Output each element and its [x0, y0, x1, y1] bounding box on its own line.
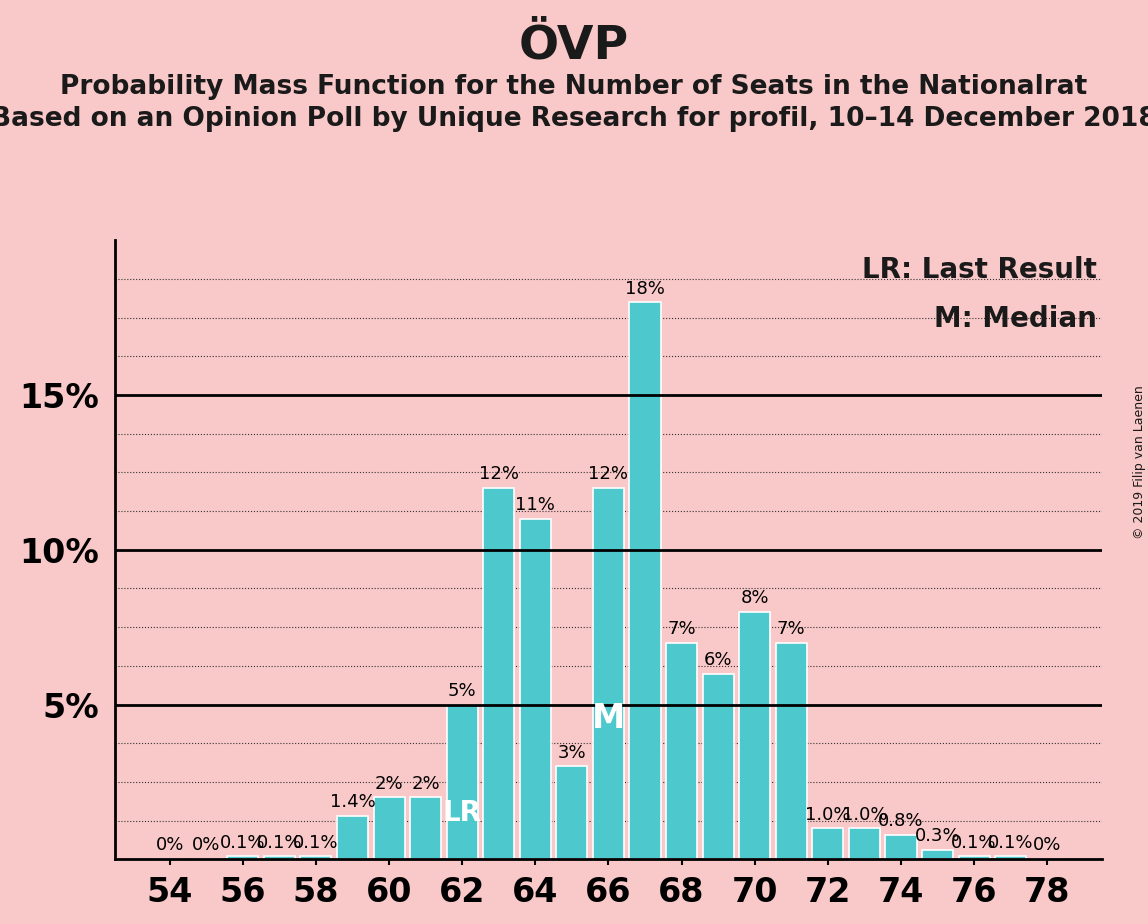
- Bar: [922, 850, 953, 859]
- Text: 2%: 2%: [374, 774, 403, 793]
- Bar: [629, 302, 660, 859]
- Text: 7%: 7%: [777, 620, 806, 638]
- Text: 0%: 0%: [1033, 835, 1062, 854]
- Text: 1.0%: 1.0%: [841, 806, 887, 823]
- Bar: [959, 857, 990, 859]
- Bar: [703, 674, 734, 859]
- Text: 0.1%: 0.1%: [952, 833, 996, 852]
- Bar: [227, 857, 258, 859]
- Text: 2%: 2%: [411, 774, 440, 793]
- Text: 0.1%: 0.1%: [988, 833, 1033, 852]
- Text: M: M: [592, 701, 625, 735]
- Text: 1.4%: 1.4%: [329, 794, 375, 811]
- Text: Probability Mass Function for the Number of Seats in the Nationalrat: Probability Mass Function for the Number…: [61, 74, 1087, 100]
- Bar: [592, 488, 625, 859]
- Bar: [813, 828, 844, 859]
- Text: 8%: 8%: [740, 589, 769, 607]
- Bar: [995, 857, 1026, 859]
- Text: 0%: 0%: [192, 835, 220, 854]
- Text: 0.1%: 0.1%: [220, 833, 265, 852]
- Bar: [410, 797, 441, 859]
- Text: M: Median: M: Median: [934, 305, 1097, 334]
- Text: LR: Last Result: LR: Last Result: [862, 256, 1097, 284]
- Text: © 2019 Filip van Laenen: © 2019 Filip van Laenen: [1133, 385, 1147, 539]
- Bar: [666, 643, 697, 859]
- Bar: [264, 857, 295, 859]
- Bar: [338, 816, 369, 859]
- Text: 0.3%: 0.3%: [915, 827, 961, 845]
- Text: 0.1%: 0.1%: [293, 833, 339, 852]
- Bar: [447, 704, 478, 859]
- Text: 7%: 7%: [667, 620, 696, 638]
- Bar: [483, 488, 514, 859]
- Bar: [557, 767, 588, 859]
- Bar: [776, 643, 807, 859]
- Bar: [885, 834, 916, 859]
- Text: 0.8%: 0.8%: [878, 812, 924, 830]
- Text: 12%: 12%: [479, 465, 519, 483]
- Text: 5%: 5%: [448, 682, 476, 699]
- Text: 0.1%: 0.1%: [257, 833, 302, 852]
- Text: 1.0%: 1.0%: [805, 806, 851, 823]
- Bar: [848, 828, 881, 859]
- Text: Based on an Opinion Poll by Unique Research for profil, 10–14 December 2018: Based on an Opinion Poll by Unique Resea…: [0, 106, 1148, 132]
- Text: 11%: 11%: [515, 496, 556, 514]
- Bar: [739, 612, 770, 859]
- Bar: [373, 797, 404, 859]
- Bar: [520, 519, 551, 859]
- Text: LR: LR: [443, 799, 482, 827]
- Bar: [301, 857, 332, 859]
- Text: 12%: 12%: [589, 465, 628, 483]
- Text: 0%: 0%: [155, 835, 184, 854]
- Text: 18%: 18%: [625, 279, 665, 298]
- Text: 6%: 6%: [704, 650, 732, 669]
- Text: ÖVP: ÖVP: [519, 23, 629, 68]
- Text: 3%: 3%: [558, 744, 587, 761]
